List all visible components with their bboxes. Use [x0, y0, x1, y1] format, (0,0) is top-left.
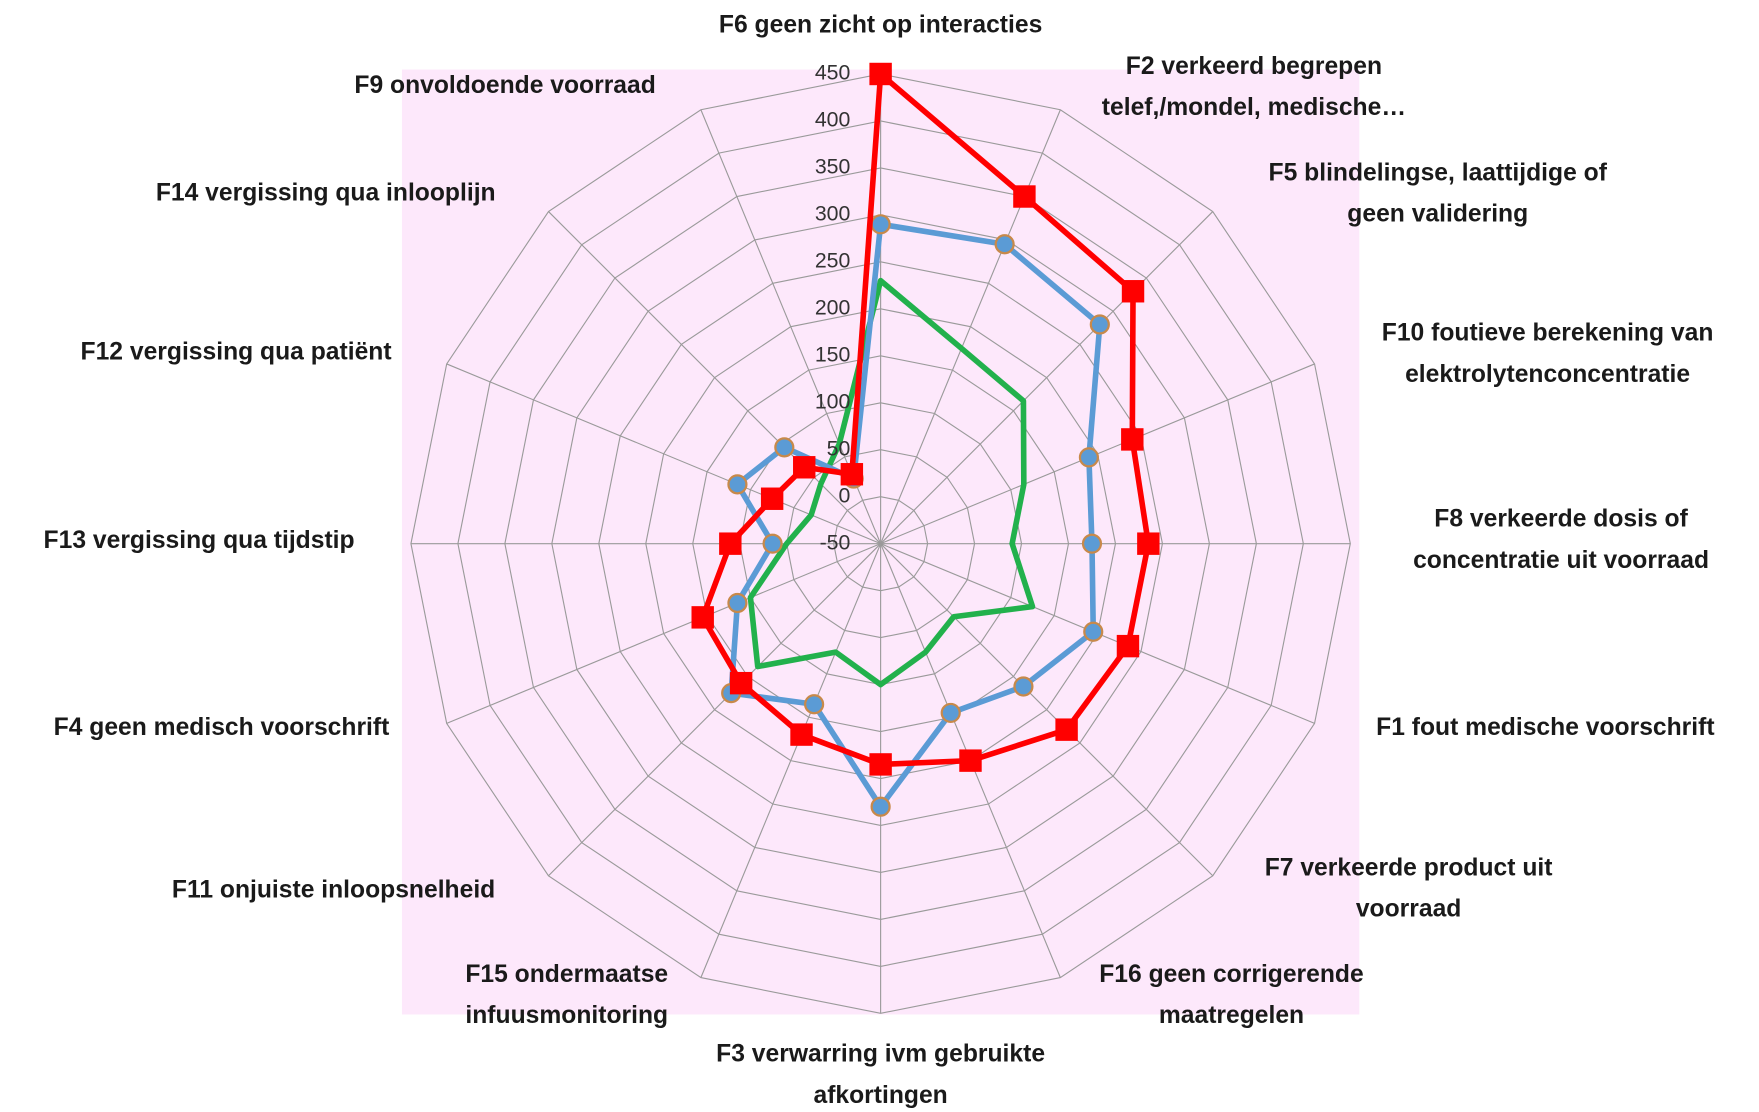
spoke	[880, 543, 1214, 877]
category-label: F5 blindelingse, laattijdige of	[1269, 159, 1608, 186]
tick-label: 0	[839, 483, 851, 507]
category-label: F8 verkeerde dosis of	[1434, 506, 1688, 533]
category-label: F9 onvoldoende voorraad	[354, 72, 655, 99]
marker	[959, 749, 982, 772]
tick-label: 100	[815, 389, 851, 413]
marker	[729, 671, 753, 695]
category-label: F2 verkeerd begrepen	[1126, 53, 1382, 80]
marker	[1081, 533, 1103, 554]
category-label: F3 verwarring ivm gebruikte	[716, 1040, 1045, 1067]
marker	[1055, 718, 1078, 741]
category-label: F15 ondermaatse	[465, 961, 668, 988]
marker	[1137, 532, 1160, 555]
series	[691, 62, 1160, 817]
marker	[940, 702, 961, 723]
category-label: F4 geen medisch voorschrift	[54, 714, 390, 741]
marker	[1083, 621, 1104, 642]
marker	[870, 796, 891, 817]
spoke	[446, 543, 881, 724]
tick-label: 400	[815, 108, 851, 132]
category-label: maatregelen	[1159, 1002, 1304, 1029]
category-label: F11 onjuiste inloopsnelheid	[172, 877, 495, 904]
marker	[727, 592, 748, 614]
tick-label: 300	[815, 202, 851, 226]
marker	[840, 463, 864, 486]
marker	[1013, 185, 1036, 208]
marker	[870, 214, 891, 235]
marker	[691, 606, 714, 629]
labels: -50 0 50 100 150 200 250 300 350 400 450 F6 geen zi…	[44, 11, 1715, 1109]
marker	[994, 234, 1015, 255]
marker	[1078, 447, 1099, 468]
category-label: concentratie uit voorraad	[1413, 547, 1709, 574]
category-label: afkortingen	[813, 1082, 947, 1109]
category-label: geen validering	[1347, 201, 1528, 228]
spoke	[548, 543, 882, 877]
marker	[760, 487, 784, 510]
marker	[1089, 314, 1110, 335]
marker	[727, 474, 748, 495]
marker	[869, 753, 892, 776]
marker	[790, 723, 813, 746]
category-label: F6 geen zicht op interacties	[719, 11, 1042, 38]
marker	[804, 694, 825, 715]
category-label: F14 vergissing qua inlooplijn	[156, 179, 496, 206]
tick-label: 150	[815, 342, 851, 366]
series-line	[747, 277, 1036, 688]
tick-label: 50	[827, 436, 851, 460]
category-label: telef,/mondel, medische…	[1102, 94, 1406, 121]
category-label: F7 verkeerde product uit	[1265, 854, 1553, 881]
tick-label: 250	[815, 248, 851, 272]
tick-label: -50	[820, 530, 851, 554]
category-label: F16 geen corrigerende	[1099, 961, 1363, 988]
tick-label: 450	[815, 61, 851, 85]
tick-label: 350	[815, 155, 851, 179]
marker	[719, 532, 742, 555]
marker	[762, 533, 783, 554]
marker	[1013, 676, 1034, 697]
spoke	[700, 543, 882, 978]
marker	[1116, 634, 1140, 658]
tick-label: 200	[815, 295, 851, 319]
spoke	[880, 109, 1061, 544]
grid	[410, 73, 1351, 1014]
category-label: F1 fout medische voorschrift	[1376, 714, 1714, 741]
marker	[1121, 428, 1144, 451]
category-label: voorraad	[1356, 896, 1462, 923]
category-label: F10 foutieve berekening van	[1382, 320, 1714, 347]
category-label: F13 vergissing qua tijdstip	[44, 527, 355, 554]
marker	[869, 62, 892, 86]
marker	[774, 437, 795, 458]
category-label: infuusmonitoring	[465, 1002, 668, 1029]
marker	[1121, 280, 1145, 303]
spoke	[880, 211, 1214, 545]
spoke	[446, 363, 881, 545]
marker	[793, 456, 816, 479]
category-label: F12 vergissing qua patiënt	[81, 339, 392, 366]
spoke	[548, 211, 882, 545]
category-label: elektrolytenconcentratie	[1405, 361, 1690, 388]
